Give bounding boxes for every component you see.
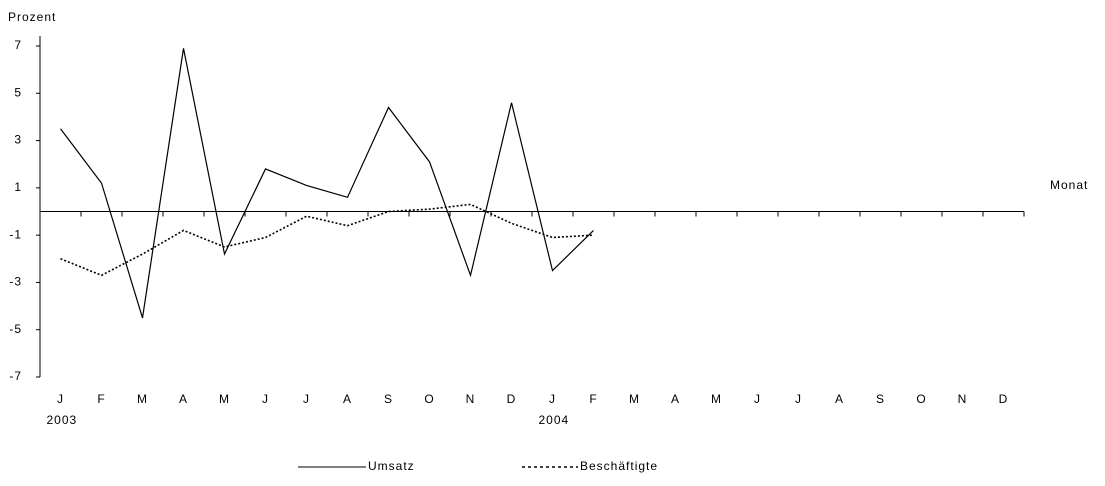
x-tick-label: D <box>507 392 517 406</box>
x-tick-label: N <box>466 392 476 406</box>
x-tick-label: J <box>549 392 556 406</box>
x-tick-label: A <box>835 392 844 406</box>
x-tick-label: A <box>179 392 188 406</box>
x-tick-label: N <box>958 392 968 406</box>
x-tick-label: D <box>999 392 1009 406</box>
y-axis-label: Prozent <box>8 10 56 24</box>
legend-label: Umsatz <box>368 459 415 473</box>
y-tick-label: 5 <box>14 85 22 99</box>
legend-label: Beschäftigte <box>580 459 658 473</box>
year-label: 2004 <box>539 413 570 427</box>
x-tick-label: M <box>711 392 722 406</box>
x-tick-label: A <box>343 392 352 406</box>
y-tick-label: -5 <box>9 322 22 336</box>
x-tick-label: A <box>671 392 680 406</box>
x-tick-label: F <box>97 392 105 406</box>
x-tick-label: S <box>384 392 393 406</box>
y-tick-label: -3 <box>9 275 22 289</box>
y-tick-label: 1 <box>14 180 22 194</box>
y-tick-label: -7 <box>9 369 22 383</box>
x-tick-label: M <box>219 392 230 406</box>
x-tick-label: J <box>262 392 269 406</box>
x-tick-label: M <box>137 392 148 406</box>
x-tick-label: J <box>57 392 64 406</box>
x-tick-label: O <box>424 392 434 406</box>
x-tick-label: O <box>916 392 926 406</box>
y-tick-label: -1 <box>9 227 22 241</box>
year-label: 2003 <box>47 413 78 427</box>
x-tick-label: F <box>589 392 597 406</box>
series-line <box>60 48 594 319</box>
x-axis-label: Monat <box>1050 178 1088 192</box>
x-tick-label: J <box>303 392 310 406</box>
x-tick-label: J <box>795 392 802 406</box>
x-tick-label: S <box>876 392 885 406</box>
y-tick-label: 7 <box>14 38 22 52</box>
x-tick-label: J <box>754 392 761 406</box>
y-tick-label: 3 <box>14 133 22 147</box>
x-tick-label: M <box>629 392 640 406</box>
